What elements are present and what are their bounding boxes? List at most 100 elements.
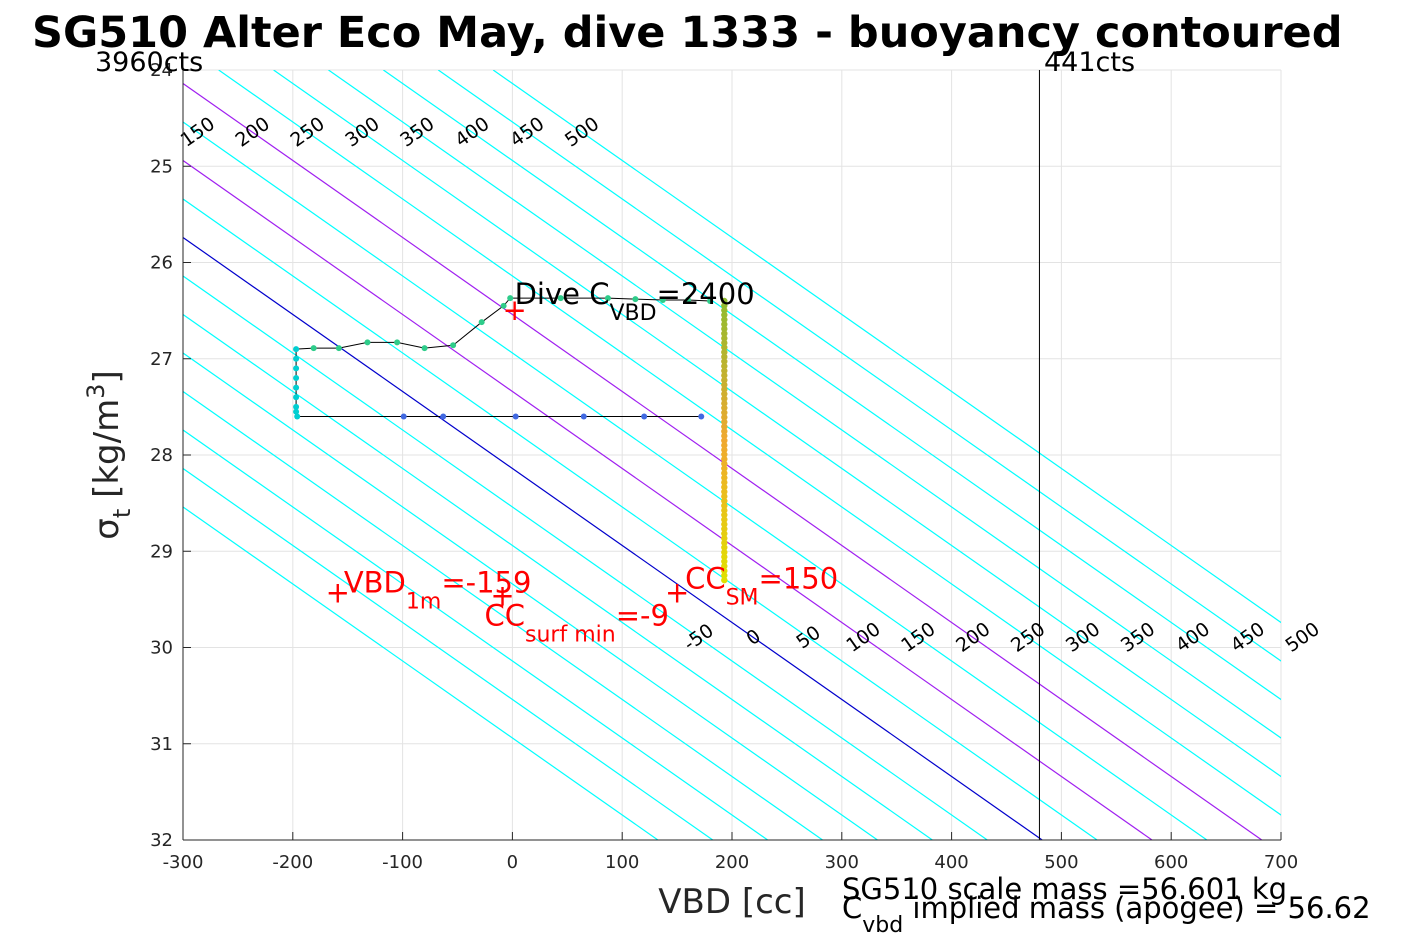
sm-point — [721, 474, 728, 481]
buoyancy-contour-250 — [218, 70, 1281, 816]
dive-point — [500, 302, 507, 309]
buoyancy-contour-350 — [328, 70, 1281, 739]
dive-point — [394, 339, 401, 346]
sm-point — [721, 455, 728, 463]
sm-point — [721, 376, 728, 384]
dive-point — [450, 342, 457, 349]
sm-point — [721, 483, 728, 491]
sm-point — [721, 372, 728, 379]
sm-point — [721, 297, 728, 305]
annotation-text: CC — [485, 598, 526, 632]
sm-point — [721, 539, 728, 547]
annotation-tail: =-9 — [616, 598, 669, 632]
y-tick-label: 27 — [150, 349, 173, 370]
sm-point — [721, 395, 728, 402]
sm-point — [721, 386, 728, 393]
dive-point — [512, 413, 519, 420]
chart-title: SG510 Alter Eco May, dive 1333 - buoyanc… — [32, 8, 1343, 58]
sm-point — [721, 576, 728, 584]
dive-point — [440, 413, 447, 420]
sm-point — [721, 493, 728, 500]
contour-label-lower: 500 — [1282, 618, 1324, 657]
sm-point — [721, 535, 728, 542]
sm-point — [721, 553, 728, 561]
buoyancy-contour-450 — [437, 70, 1281, 662]
y-axis-label-unit: [kg/m — [87, 399, 127, 509]
buoyancy-contour-200 — [183, 82, 1263, 840]
dive-point — [604, 295, 611, 302]
sm-point — [721, 511, 728, 519]
dive-point — [632, 296, 639, 303]
sm-vertical-series — [721, 297, 728, 584]
y-axis-label: σt [kg/m3] — [82, 370, 136, 539]
dive-point — [707, 298, 714, 304]
counts-right-label: 441cts — [1044, 47, 1135, 78]
dive-point — [364, 339, 371, 346]
annotation-text: CC — [685, 562, 726, 596]
dive-point — [641, 413, 648, 420]
y-axis-label-symbol: σ — [87, 518, 127, 540]
x-tick-label: -200 — [272, 852, 313, 873]
annotation-label: CCSM=150 — [685, 562, 838, 611]
sm-point — [721, 414, 728, 421]
annotation-text: VBD — [344, 566, 406, 600]
sm-point — [721, 562, 728, 570]
counts-left-label: 3960cts — [95, 47, 203, 78]
sm-point — [721, 409, 728, 416]
implied-mass-sub: vbd — [862, 913, 903, 938]
buoyancy-contour--300 — [183, 467, 714, 840]
buoyancy-contour-100 — [183, 159, 1153, 840]
y-tick-label: 26 — [150, 253, 173, 274]
sm-point — [721, 460, 728, 468]
dive-point — [421, 345, 428, 352]
sm-point — [721, 302, 728, 309]
annotation-label: Dive CVBD=2400 — [515, 277, 755, 326]
buoyancy-contour--350 — [183, 506, 659, 840]
sm-point — [721, 442, 728, 449]
x-tick-label: 500 — [1044, 852, 1078, 873]
sm-point — [721, 316, 728, 323]
sm-point — [721, 497, 728, 505]
x-tick-label: 100 — [605, 852, 639, 873]
x-tick-labels: -300 -200 -100 0 100 200 300 400 500 600 700 — [163, 852, 1299, 873]
y-tick-label: 25 — [150, 156, 173, 177]
dive-point — [659, 297, 666, 304]
sm-point — [721, 428, 728, 435]
sm-point — [721, 344, 728, 351]
sm-point — [721, 544, 728, 551]
sm-point — [721, 558, 728, 565]
axes — [182, 69, 1282, 841]
dive-point — [293, 394, 300, 401]
buoyancy-contour--50 — [183, 275, 988, 840]
sm-point — [721, 530, 728, 537]
dive-point — [293, 403, 300, 410]
sm-point — [721, 516, 728, 523]
buoyancy-contour--200 — [183, 390, 823, 840]
annotation-text: Dive C — [515, 277, 610, 311]
dive-point — [685, 297, 692, 304]
annotation-sub: 1m — [406, 590, 441, 615]
sm-point — [721, 321, 728, 328]
x-tick-label: -100 — [382, 852, 423, 873]
sm-point — [721, 567, 728, 575]
sm-point — [721, 390, 728, 398]
sm-point — [721, 418, 728, 426]
sm-point — [721, 367, 728, 374]
buoyancy-contour-0 — [183, 236, 1043, 840]
annotations: +Dive CVBD=2400+VBD1m=-159+CCsurf min=-9… — [326, 277, 839, 648]
implied-mass-text: Cvbd implied mass (apogee) = 56.62 — [842, 891, 1371, 938]
implied-mass-prefix: C — [842, 891, 862, 925]
dive-point — [580, 413, 587, 420]
dive-point — [507, 295, 514, 302]
sm-point — [721, 325, 728, 333]
annotation-marker: + — [502, 293, 526, 327]
sm-point — [721, 572, 728, 579]
buoyancy-contour--100 — [183, 313, 933, 840]
buoyancy-contour-50 — [183, 198, 1098, 840]
dive-point — [293, 346, 300, 353]
y-tick-label: 24 — [150, 60, 173, 81]
buoyancy-contour-500 — [492, 70, 1281, 624]
scale-mass-text: SG510 scale mass =56.601 kg — [842, 872, 1287, 906]
dive-point — [698, 413, 705, 420]
